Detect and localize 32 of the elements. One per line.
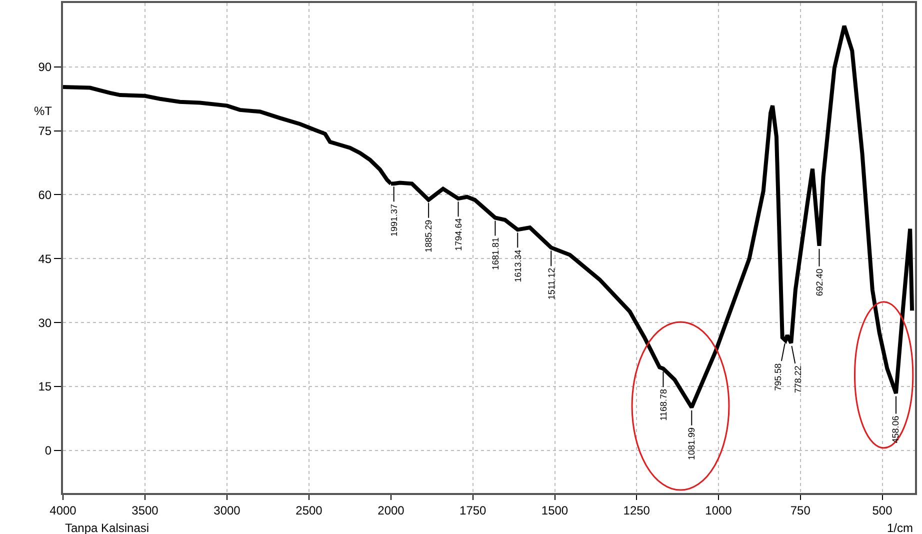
y-tick-label: 45 [38,252,52,266]
x-tick-label: 4000 [50,503,77,518]
annotation: 692.40 [814,268,824,296]
x-axis-title: 1/cm [887,521,914,534]
y-axis-title: %T [34,104,53,118]
y-tick-label: 90 [38,60,52,74]
annotation: 1081.99 [686,427,696,460]
annotation: 1681.81 [490,237,500,270]
annotation: 1991.37 [389,204,400,236]
annotation: 458.06 [890,416,901,444]
x-tick-label: 2500 [296,503,323,518]
y-tick-label: 30 [38,316,52,330]
annotation: 795.58 [772,363,783,391]
y-tick-label: 60 [38,188,52,202]
annotation: 1613.34 [512,250,523,282]
x-tick-label: 500 [872,503,893,518]
x-tick-label: 750 [790,503,811,518]
x-tick-label: 1500 [541,503,568,518]
y-tick-label: 15 [38,380,52,394]
x-tick-label: 1750 [460,503,487,518]
annotation: 778.22 [793,366,804,394]
y-tick-label: 0 [44,444,52,458]
annotation: 1885.29 [424,220,434,252]
y-tick-label: 75 [38,124,52,138]
annotation: 1168.78 [658,388,669,421]
x-tick-label: 3000 [214,503,241,518]
x-tick-label: 1250 [623,503,650,518]
x-tick-label: 1000 [705,503,732,518]
x-tick-label: 2000 [378,503,405,518]
x-tick-label: 3500 [132,503,159,518]
annotation: 1511.12 [546,268,557,300]
annotation: 1794.64 [454,218,464,251]
